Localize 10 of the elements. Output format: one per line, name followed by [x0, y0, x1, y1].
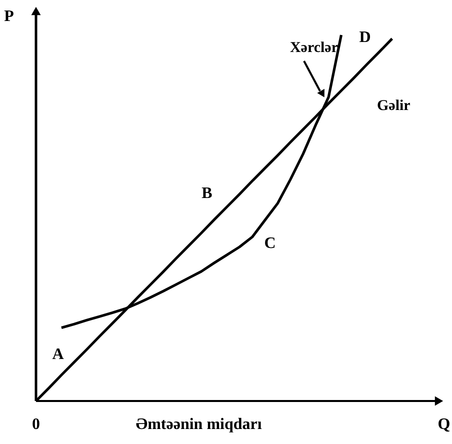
- text: Əmtəənin miqdarı: [136, 416, 262, 433]
- annotation: A: [52, 346, 64, 363]
- series-label: Xərclər: [290, 40, 338, 56]
- y-axis-title: P: [4, 8, 14, 25]
- x-axis-title: Q: [438, 416, 450, 433]
- annotation: C: [264, 235, 276, 252]
- text: Gəlir: [377, 98, 411, 114]
- annotation: B: [202, 185, 213, 202]
- text: 0: [32, 416, 40, 433]
- annotation: D: [359, 29, 371, 46]
